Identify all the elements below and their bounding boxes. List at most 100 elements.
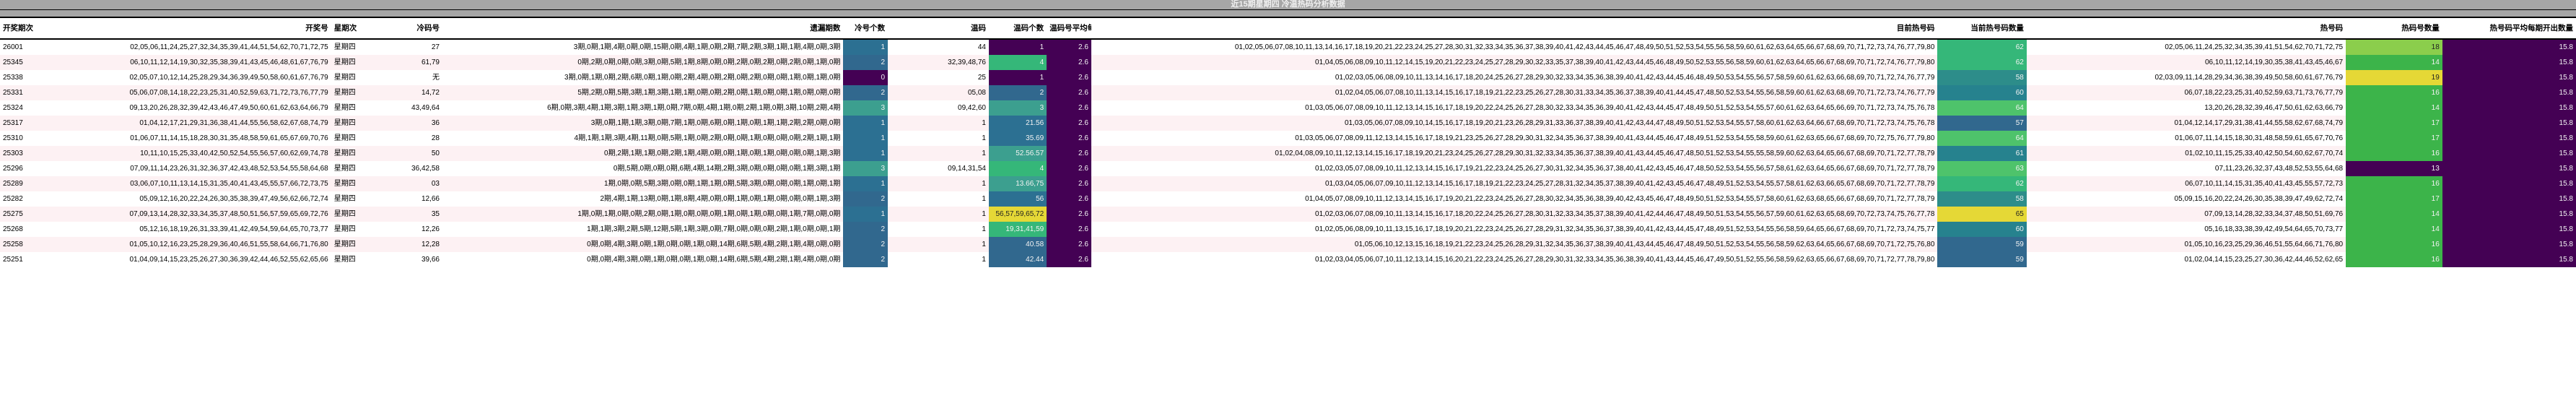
cell-warm-count: 56,57,59,65,72 <box>988 207 1047 222</box>
col-header-hot-now-count[interactable]: 当前热号码数量 <box>1937 18 2027 40</box>
table-row[interactable]: 25296 07,09,11,14,23,26,31,32,36,37,42,43… <box>0 161 2576 176</box>
cell-hot: 02,05,06,11,24,25,32,34,35,39,41,51,54,6… <box>2026 39 2346 55</box>
cell-period: 25258 <box>0 237 64 252</box>
cell-weekday: 星期四 <box>331 191 385 207</box>
cell-hot-avg: 15.8 <box>2442 39 2576 55</box>
table-row[interactable]: 25331 05,06,07,08,14,18,22,23,25,31,40,52… <box>0 85 2576 100</box>
cell-warm: 1 <box>888 222 989 237</box>
cell-weekday: 星期四 <box>331 146 385 161</box>
cell-hot-now: 01,02,05,06,07,08,10,11,13,14,16,17,18,1… <box>1091 39 1938 55</box>
col-header-hot-avg[interactable]: 热号码平均每期开出数量 <box>2442 18 2576 40</box>
cell-hot-now-count: 61 <box>1937 146 2027 161</box>
cell-hot-now: 01,03,05,06,07,08,09,10,11,12,13,14,15,1… <box>1091 100 1938 116</box>
col-header-hot[interactable]: 热号码 <box>2026 18 2346 40</box>
table-row[interactable]: 25324 09,13,20,26,28,32,39,42,43,46,47,49… <box>0 100 2576 116</box>
cell-period: 25289 <box>0 176 64 191</box>
table-row[interactable]: 25258 01,05,10,12,16,23,25,28,29,36,40,46… <box>0 237 2576 252</box>
cell-period: 25268 <box>0 222 64 237</box>
cell-draw-numbers: 01,05,10,12,16,23,25,28,29,36,40,46,51,5… <box>64 237 331 252</box>
cell-hot-avg: 15.8 <box>2442 100 2576 116</box>
cell-hot-now-count: 64 <box>1937 100 2027 116</box>
table-row[interactable]: 25303 10,11,10,15,25,33,40,42,50,52,54,55… <box>0 146 2576 161</box>
cell-period: 26001 <box>0 39 64 55</box>
table-row[interactable]: 25268 05,12,16,18,19,26,31,33,39,41,42,49… <box>0 222 2576 237</box>
cell-cold-count: 2 <box>843 252 888 267</box>
cell-draw-numbers: 01,04,12,17,21,29,31,36,38,41,44,55,56,5… <box>64 116 331 131</box>
cell-hot-now: 01,02,03,04,05,06,07,10,11,12,13,14,15,1… <box>1091 252 1938 267</box>
cell-cold-count: 2 <box>843 237 888 252</box>
cell-miss-periods: 1期,0期,1期,0期,0期,2期,0期,1期,0期,0期,0期,1期,0期,1… <box>442 207 844 222</box>
cell-hot-count: 14 <box>2346 207 2442 222</box>
cell-hot-avg: 15.8 <box>2442 116 2576 131</box>
col-header-warm-avg[interactable]: 温码号平均每期开出数量 <box>1047 18 1091 40</box>
cell-miss-periods: 5期,2期,0期,5期,3期,1期,3期,1期,1期,0期,0期,2期,0期,1… <box>442 85 844 100</box>
cell-hot-count: 17 <box>2346 191 2442 207</box>
table-row[interactable]: 25251 01,04,09,14,15,23,25,26,27,30,36,39… <box>0 252 2576 267</box>
cell-cold-no: 50 <box>384 146 442 161</box>
cell-weekday: 星期四 <box>331 176 385 191</box>
table-row[interactable]: 25289 03,06,07,10,11,13,14,15,31,35,40,41… <box>0 176 2576 191</box>
cell-warm-count: 42.44 <box>988 252 1047 267</box>
col-header-warm[interactable]: 温码 <box>888 18 989 40</box>
cell-weekday: 星期四 <box>331 237 385 252</box>
toolbar-strip <box>0 10 2576 18</box>
cell-cold-count: 2 <box>843 55 888 70</box>
cell-miss-periods: 0期,5期,0期,0期,0期,6期,4期,14期,2期,3期,0期,0期,0期,… <box>442 161 844 176</box>
cell-draw-numbers: 05,09,12,16,20,22,24,26,30,35,38,39,47,4… <box>64 191 331 207</box>
col-header-warm-count[interactable]: 温码个数 <box>988 18 1047 40</box>
cell-warm-count: 1 <box>988 70 1047 85</box>
table-row[interactable]: 25317 01,04,12,17,21,29,31,36,38,41,44,55… <box>0 116 2576 131</box>
col-header-weekday[interactable]: 星期次 <box>331 18 385 40</box>
cell-hot-now: 01,02,03,05,06,08,09,10,11,13,14,16,17,1… <box>1091 70 1938 85</box>
cell-warm-avg: 2.6 <box>1047 252 1091 267</box>
cell-cold-count: 0 <box>843 70 888 85</box>
cell-miss-periods: 2期,4期,1期,13期,0期,1期,8期,4期,0期,0期,1期,0期,1期,… <box>442 191 844 207</box>
cell-hot-count: 14 <box>2346 100 2442 116</box>
cell-hot-now: 01,03,05,06,07,08,09,10,14,15,16,17,18,1… <box>1091 116 1938 131</box>
cell-warm-avg: 2.6 <box>1047 237 1091 252</box>
col-header-hot-now[interactable]: 目前热号码 <box>1091 18 1938 40</box>
cell-warm-avg: 2.6 <box>1047 39 1091 55</box>
cell-draw-numbers: 10,11,10,15,25,33,40,42,50,52,54,55,56,5… <box>64 146 331 161</box>
cell-miss-periods: 0期,0期,4期,3期,0期,1期,0期,0期,1期,0期,14期,6期,5期,… <box>442 237 844 252</box>
col-header-cold-count[interactable]: 冷号个数 <box>843 18 888 40</box>
cell-miss-periods: 3期,0期,1期,1期,3期,0期,7期,1期,0期,6期,0期,1期,0期,1… <box>442 116 844 131</box>
cell-miss-periods: 0期,2期,0期,0期,0期,3期,0期,5期,1期,8期,0期,0期,2期,0… <box>442 55 844 70</box>
cell-cold-count: 3 <box>843 161 888 176</box>
cell-cold-no: 36,42,58 <box>384 161 442 176</box>
cell-draw-numbers: 03,06,07,10,11,13,14,15,31,35,40,41,43,4… <box>64 176 331 191</box>
table-row[interactable]: 25275 07,09,13,14,28,32,33,34,35,37,48,50… <box>0 207 2576 222</box>
col-header-period[interactable]: 开奖期次 <box>0 18 64 40</box>
col-header-miss-periods[interactable]: 遗漏期数 <box>442 18 844 40</box>
cell-cold-no: 03 <box>384 176 442 191</box>
cell-warm-avg: 2.6 <box>1047 222 1091 237</box>
cell-warm-count: 19,31,41,59 <box>988 222 1047 237</box>
cell-draw-numbers: 05,06,07,08,14,18,22,23,25,31,40,52,59,6… <box>64 85 331 100</box>
cell-cold-count: 1 <box>843 131 888 146</box>
table-row[interactable]: 25310 01,06,07,11,14,15,18,28,30,31,35,48… <box>0 131 2576 146</box>
cell-warm: 05,08 <box>888 85 989 100</box>
cell-cold-no: 12,28 <box>384 237 442 252</box>
cell-warm: 25 <box>888 70 989 85</box>
table-row[interactable]: 26001 02,05,06,11,24,25,27,32,34,35,39,41… <box>0 39 2576 55</box>
cell-warm-count: 4 <box>988 161 1047 176</box>
cell-draw-numbers: 09,13,20,26,28,32,39,42,43,46,47,49,50,6… <box>64 100 331 116</box>
col-header-cold-no[interactable]: 冷码号 <box>384 18 442 40</box>
table-row[interactable]: 25345 06,10,11,12,14,19,30,32,35,38,39,41… <box>0 55 2576 70</box>
cell-cold-count: 2 <box>843 85 888 100</box>
cell-hot: 07,11,23,26,32,37,43,48,52,53,55,64,68 <box>2026 161 2346 176</box>
cell-hot-now-count: 63 <box>1937 161 2027 176</box>
cell-hot-now: 01,02,04,08,09,10,11,12,13,14,15,16,17,1… <box>1091 146 1938 161</box>
cell-warm-count: 56 <box>988 191 1047 207</box>
col-header-hot-count[interactable]: 热码号数量 <box>2346 18 2442 40</box>
table-row[interactable]: 25338 02,05,07,10,12,14,25,28,29,34,36,39… <box>0 70 2576 85</box>
cell-miss-periods: 3期,0期,1期,0期,2期,6期,0期,1期,0期,2期,4期,0期,2期,0… <box>442 70 844 85</box>
cell-warm-avg: 2.6 <box>1047 161 1091 176</box>
cell-hot-now: 01,03,05,06,07,08,09,11,12,13,14,15,16,1… <box>1091 131 1938 146</box>
cell-hot-count: 13 <box>2346 161 2442 176</box>
col-header-draw-numbers[interactable]: 开奖号 <box>64 18 331 40</box>
table-row[interactable]: 25282 05,09,12,16,20,22,24,26,30,35,38,39… <box>0 191 2576 207</box>
cell-hot-now-count: 62 <box>1937 39 2027 55</box>
cell-weekday: 星期四 <box>331 252 385 267</box>
cell-weekday: 星期四 <box>331 55 385 70</box>
